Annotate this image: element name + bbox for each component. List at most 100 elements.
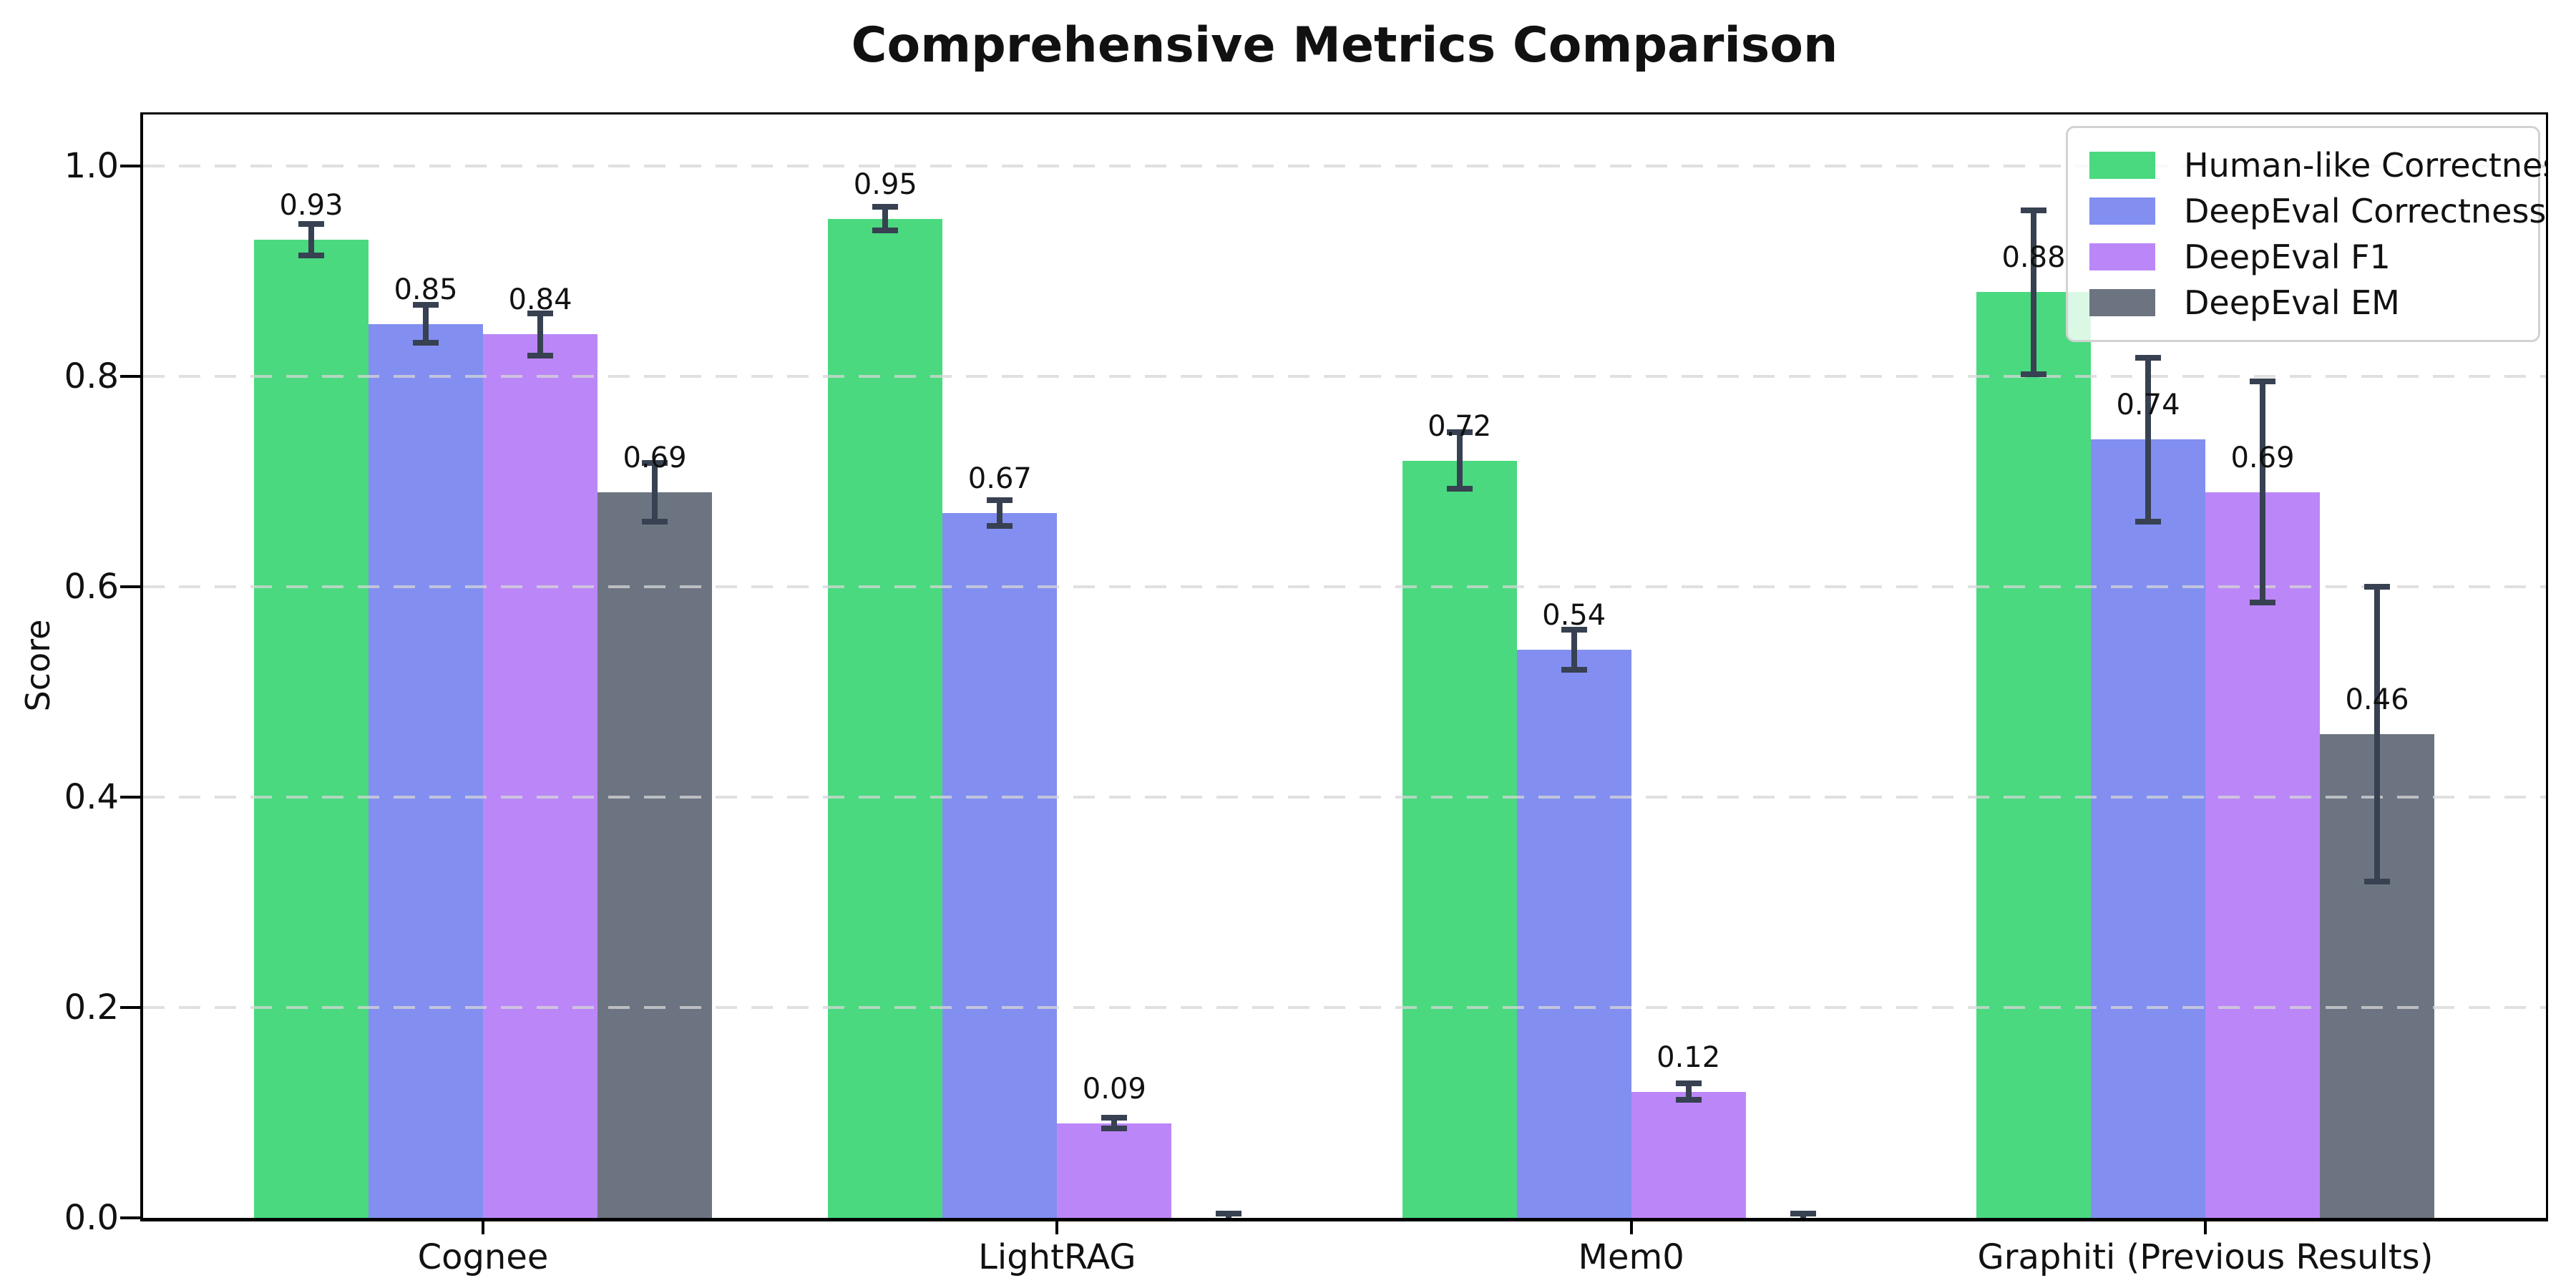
bar (1631, 1091, 1746, 1218)
error-bar-cap (2020, 371, 2046, 378)
legend-label: DeepEval F1 (2184, 238, 2391, 276)
x-tick-mark (482, 1221, 484, 1234)
legend-item: Human-like Correctness (2085, 142, 2546, 188)
legend-label: Human-like Correctness (2184, 146, 2548, 185)
error-bar (537, 313, 543, 356)
gridline (143, 796, 2546, 799)
error-bar-cap (987, 497, 1013, 504)
error-bar-cap (872, 204, 899, 210)
y-tick-label: 0.6 (64, 567, 119, 607)
bar-value-label: 0.84 (508, 283, 572, 317)
bar (1057, 1123, 1172, 1218)
bar-value-label: 0.72 (1428, 409, 1492, 443)
error-bar-cap (298, 252, 324, 258)
y-tick-label: 0.0 (64, 1198, 119, 1238)
legend-label: DeepEval EM (2184, 283, 2400, 322)
legend-item: DeepEval F1 (2085, 234, 2521, 280)
y-tick-mark (120, 165, 140, 167)
gridline (143, 1006, 2546, 1009)
error-bar (882, 207, 889, 230)
error-bar-cap (413, 339, 439, 346)
x-category-label: LightRAG (978, 1237, 1136, 1277)
bar (942, 513, 1058, 1218)
bar-value-label: 0.95 (853, 167, 917, 201)
gridline (143, 375, 2546, 378)
error-bar-cap (872, 227, 899, 233)
x-tick-mark (1629, 1221, 1633, 1234)
error-bar (2145, 357, 2151, 522)
legend-color-swatch (2089, 289, 2155, 316)
error-bar-cap (1101, 1115, 1128, 1121)
bar-value-label: 0.69 (623, 441, 687, 474)
error-bar (2030, 210, 2036, 375)
chart-title: Comprehensive Metrics Comparison (851, 17, 1838, 74)
error-bar (2373, 587, 2380, 882)
error-bar (423, 305, 429, 343)
error-bar-cap (2249, 379, 2275, 385)
bar-value-label: 0.88 (2001, 241, 2066, 275)
legend-color-swatch (2089, 197, 2155, 225)
error-bar-cap (1561, 667, 1587, 673)
bar-value-label: 0.12 (1657, 1040, 1721, 1074)
error-bar-cap (2363, 584, 2390, 590)
error-bar-cap (1216, 1219, 1241, 1221)
y-tick-mark (120, 796, 140, 799)
error-bar-cap (1101, 1126, 1128, 1132)
bar-value-label: 0.67 (967, 462, 1032, 496)
legend-color-swatch (2089, 152, 2155, 179)
legend-color-swatch (2089, 243, 2155, 270)
error-bar-cap (527, 352, 553, 358)
bar (483, 334, 597, 1218)
gridline (143, 585, 2546, 588)
y-axis-title: Score (19, 619, 57, 712)
y-tick-mark (120, 585, 140, 588)
bar (1976, 292, 2091, 1218)
bar-value-label: 0.46 (2345, 683, 2409, 716)
bar (254, 239, 369, 1218)
legend-item: DeepEval EM (2085, 280, 2521, 326)
error-bar (1685, 1083, 1692, 1101)
error-bar-cap (642, 518, 668, 525)
error-bar-cap (1446, 486, 1473, 492)
y-tick-mark (120, 1006, 140, 1009)
bar-value-label: 0.93 (279, 188, 343, 222)
legend: Human-like Correctness DeepEval Correctne… (2066, 126, 2546, 342)
error-bar (997, 500, 1003, 526)
y-tick-label: 0.2 (64, 987, 119, 1028)
error-bar-cap (987, 522, 1013, 529)
bar-value-label: 0.69 (2230, 441, 2295, 474)
y-tick-mark (120, 1216, 140, 1219)
error-bar-cap (2135, 518, 2161, 525)
legend-item: DeepEval Correctness (2085, 188, 2546, 234)
error-bar (308, 223, 314, 255)
error-bar-cap (1216, 1211, 1242, 1217)
error-bar-cap (298, 220, 324, 227)
error-bar (1571, 630, 1577, 670)
error-bar-cap (2363, 878, 2390, 884)
x-category-label: Cognee (417, 1237, 549, 1277)
error-bar-cap (1675, 1080, 1702, 1086)
bar (597, 492, 712, 1218)
bar-value-label: 0.74 (2116, 389, 2180, 422)
error-bar-cap (1790, 1211, 1816, 1217)
error-bar-cap (1446, 429, 1473, 435)
bar (2090, 439, 2205, 1218)
error-bar-cap (1675, 1097, 1702, 1103)
gridline (143, 165, 2546, 167)
bar-value-label: 0.85 (394, 273, 458, 306)
error-bar-cap (527, 310, 553, 316)
bar (2205, 492, 2320, 1218)
error-bar-cap (413, 302, 439, 308)
legend-label: DeepEval Correctness (2184, 192, 2547, 230)
plot-area: 0.93 0.95 0.72 0.88 0.85 0.67 0.54 0.74 0.84 0.09… (140, 112, 2548, 1221)
y-tick-label: 0.8 (64, 356, 119, 396)
error-bar-cap (2020, 207, 2046, 213)
error-bar (652, 462, 658, 522)
x-category-label: Mem0 (1578, 1237, 1684, 1277)
error-bar (2259, 381, 2265, 603)
error-bar (1111, 1118, 1118, 1129)
bar (369, 323, 483, 1218)
bar-value-label: 0.54 (1542, 599, 1606, 633)
y-tick-label: 1.0 (64, 146, 119, 186)
